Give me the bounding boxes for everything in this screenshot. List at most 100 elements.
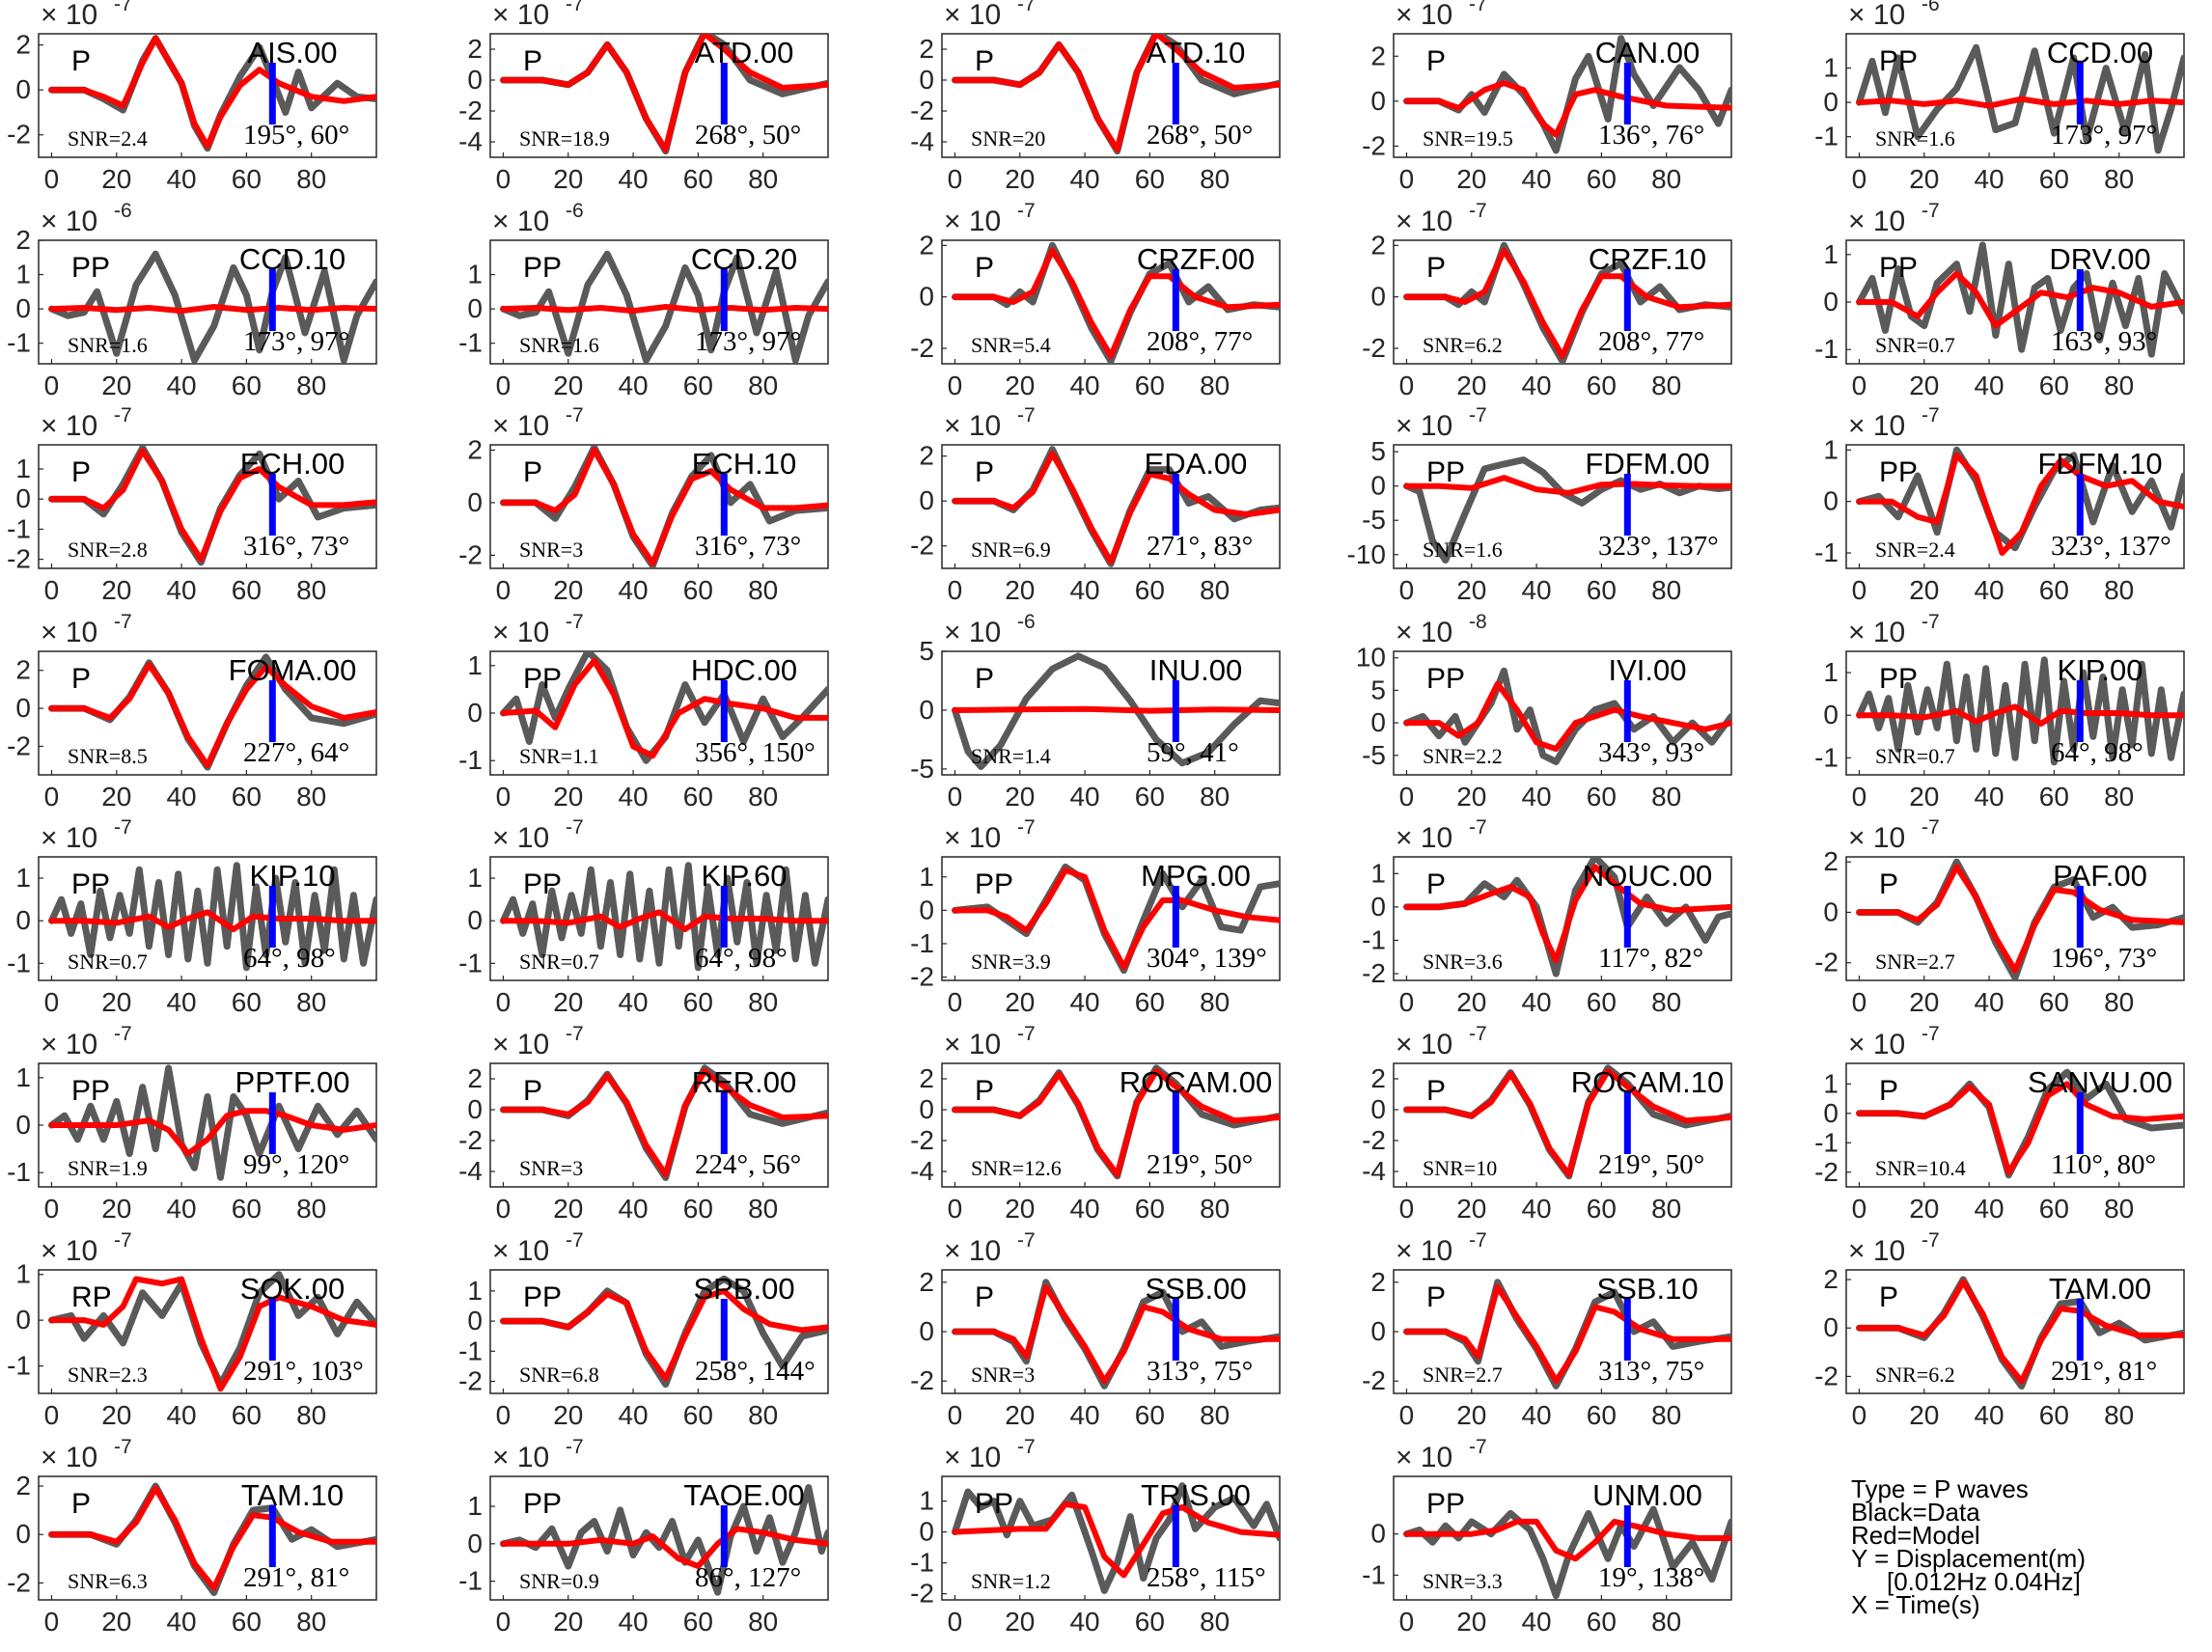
y-tick-label: -2: [458, 539, 483, 569]
azimuth-label: 258°, 115°: [1147, 1562, 1266, 1593]
snr-label: SNR=0.7: [68, 950, 148, 974]
azimuth-label: 313°, 75°: [1147, 1356, 1253, 1387]
azimuth-label: 173°, 97°: [695, 326, 801, 357]
data-trace: [952, 241, 1280, 364]
x-tick-label: 0: [1399, 1607, 1415, 1637]
y-tick-label: 0: [919, 1316, 934, 1346]
y-tick-label: 2: [1823, 1264, 1839, 1294]
y-tick-label: 0: [1823, 287, 1839, 317]
x-tick-label: 0: [1399, 1400, 1415, 1430]
y-tick-label: -1: [1814, 1127, 1839, 1157]
y-tick-label: 2: [467, 1063, 483, 1093]
station-label: SSB.10: [1596, 1272, 1698, 1306]
y-tick-label: 2: [919, 441, 934, 471]
x-tick-label: 0: [948, 1194, 963, 1224]
x-tick-label: 80: [1651, 782, 1681, 812]
y-tick-label: 1: [467, 863, 483, 893]
snr-label: SNR=18.9: [519, 126, 610, 151]
x-tick-label: 60: [232, 987, 262, 1017]
model-trace: [500, 657, 828, 759]
x-tick-label: 80: [1651, 1400, 1681, 1430]
panel-ccd-20: 0 20 40 60 80 -1 0 1 × 10 -6 PP CCD.20 SNR=1.6 173°, …: [458, 200, 829, 400]
x-tick-label: 20: [1909, 1194, 1939, 1224]
x-tick-label: 20: [1005, 1607, 1035, 1637]
x-tick-label: 60: [232, 1607, 262, 1637]
x-tick-label: 80: [1200, 575, 1230, 605]
x-tick-label: 80: [1651, 575, 1681, 605]
model-trace: [1403, 247, 1731, 359]
x-tick-label: 80: [1651, 1607, 1681, 1637]
model-trace: [500, 1526, 828, 1570]
y-tick-label: 0: [1370, 1316, 1386, 1346]
data-trace: [952, 652, 1280, 770]
x-tick-label: 80: [748, 1194, 778, 1224]
y-tick-label: -1: [1814, 742, 1839, 772]
model-trace: [952, 1501, 1280, 1579]
y-exponent-power: -7: [1017, 816, 1036, 839]
x-tick-label: 40: [618, 1607, 648, 1637]
x-tick-label: 80: [296, 1194, 326, 1224]
y-exponent-power: -7: [1469, 0, 1487, 15]
x-tick-label: 0: [496, 164, 512, 194]
y-tick-label: -2: [7, 730, 31, 760]
y-exponent-power: -7: [1922, 1023, 1940, 1045]
model-trace: [1403, 475, 1731, 496]
x-tick-label: 0: [1852, 371, 1867, 400]
x-tick-label: 20: [101, 987, 131, 1017]
x-tick-label: 60: [683, 987, 713, 1017]
y-tick-label: -4: [458, 1156, 483, 1186]
y-tick-label: -1: [910, 928, 934, 958]
x-tick-label: 40: [1521, 371, 1551, 400]
station-label: MPG.00: [1141, 859, 1251, 893]
panel-ech-10: 0 20 40 60 80 -2 0 2 × 10 -7 P ECH.10 SNR=3 316°, 73°: [458, 404, 829, 605]
y-tick-label: -1: [458, 1566, 483, 1596]
y-exponent-power: -7: [1017, 1436, 1036, 1458]
phase-label: P: [1426, 45, 1446, 77]
x-tick-label: 60: [232, 575, 262, 605]
y-exponent-label: × 10: [944, 617, 1001, 648]
data-trace: [48, 250, 376, 364]
x-tick-label: 20: [1456, 782, 1486, 812]
y-tick-label: 2: [467, 34, 483, 64]
phase-label: P: [975, 1075, 994, 1107]
y-exponent-label: × 10: [944, 206, 1001, 237]
y-exponent-label: × 10: [944, 1442, 1001, 1473]
phase-label: PP: [71, 868, 110, 900]
station-label: PPTF.00: [235, 1065, 350, 1099]
y-tick-label: 2: [15, 655, 31, 685]
x-tick-label: 20: [1456, 1400, 1486, 1430]
snr-label: SNR=6.2: [1875, 1363, 1955, 1387]
x-tick-label: 40: [1069, 1607, 1099, 1637]
x-tick-label: 40: [166, 1607, 196, 1637]
azimuth-label: 219°, 50°: [1598, 1149, 1704, 1180]
snr-label: SNR=10: [1423, 1156, 1497, 1180]
snr-label: SNR=0.7: [1875, 744, 1955, 768]
x-tick-label: 40: [1069, 782, 1099, 812]
x-tick-label: 60: [1135, 1607, 1165, 1637]
x-tick-label: 80: [1651, 371, 1681, 400]
azimuth-label: 64°, 98°: [695, 943, 788, 974]
y-tick-label: 0: [1823, 1098, 1839, 1128]
y-tick-label: 0: [15, 1305, 31, 1335]
phase-label: P: [1426, 252, 1446, 284]
y-tick-label: 0: [467, 698, 483, 728]
x-tick-label: 80: [1200, 371, 1230, 400]
y-exponent-label: × 10: [492, 1235, 549, 1267]
y-exponent-label: × 10: [492, 822, 549, 854]
y-exponent-label: × 10: [944, 1029, 1001, 1060]
x-tick-label: 80: [296, 782, 326, 812]
y-exponent-power: -7: [1017, 0, 1036, 15]
y-tick-label: 2: [15, 30, 31, 60]
panel-fdfm-10: 0 20 40 60 80 -1 0 1 × 10 -7 PP FDFM.10 SNR=2.4 323°,…: [1814, 404, 2185, 605]
station-label: CRZF.00: [1137, 242, 1255, 276]
x-tick-label: 80: [1200, 1194, 1230, 1224]
phase-label: PP: [1426, 1488, 1465, 1520]
y-exponent-power: -6: [1017, 611, 1036, 633]
azimuth-label: 208°, 77°: [1598, 326, 1704, 357]
x-tick-label: 0: [1399, 164, 1415, 194]
y-tick-label: 1: [1823, 657, 1839, 687]
x-tick-label: 0: [496, 371, 512, 400]
y-tick-label: -1: [910, 1548, 934, 1578]
